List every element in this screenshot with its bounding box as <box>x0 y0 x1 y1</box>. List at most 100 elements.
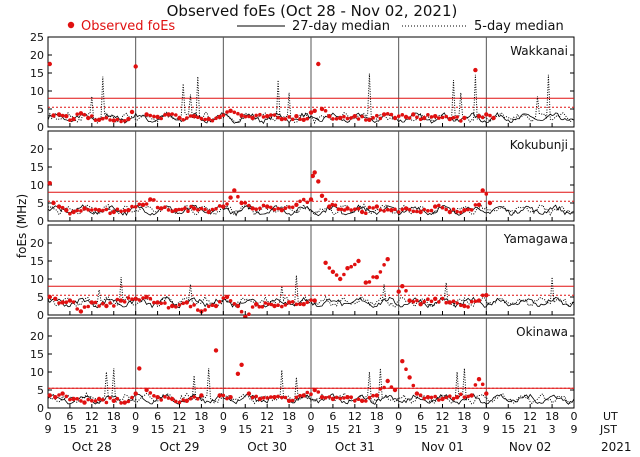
observed-foes-point <box>126 399 131 404</box>
observed-foes-point <box>64 114 69 119</box>
station-panel-wakkanai: 0 5 10 15 20 25 Wakkanai <box>30 31 575 134</box>
observed-foes-point <box>257 396 263 402</box>
observed-foes-point <box>466 207 470 212</box>
jst-axis-label: JST <box>599 423 617 436</box>
observed-foes-point <box>60 300 65 305</box>
observed-foes-point <box>56 204 62 209</box>
observed-foes-point <box>286 300 292 305</box>
observed-foes-point <box>108 211 112 216</box>
observed-foes-point <box>188 396 193 401</box>
observed-foes-point <box>86 304 90 309</box>
y-tick-label: 25 <box>30 31 44 44</box>
observed-foes-point <box>159 116 163 121</box>
observed-foes-point <box>159 301 163 306</box>
observed-foes-point <box>140 202 146 207</box>
y-tick-label: 5 <box>37 197 44 210</box>
observed-foes-point <box>152 198 156 202</box>
observed-foes-point <box>122 300 127 304</box>
x-tick-label-ut: 0 <box>571 410 578 423</box>
observed-foes-point <box>429 115 434 119</box>
date-label: Oct 29 <box>160 440 200 454</box>
observed-foes-point <box>327 395 332 399</box>
observed-foes-point <box>378 116 383 121</box>
observed-foes-point <box>396 289 401 294</box>
observed-foes-point <box>51 113 56 118</box>
observed-foes-point <box>283 117 288 121</box>
observed-foes-point <box>101 116 105 121</box>
observed-foes-point <box>210 303 215 308</box>
observed-foes-point <box>334 395 339 400</box>
observed-foes-point <box>224 294 230 300</box>
observed-foes-point <box>258 112 262 117</box>
observed-foes-point <box>177 207 181 212</box>
observed-foes-point <box>170 209 174 214</box>
observed-foes-point <box>455 209 459 214</box>
observed-foes-point <box>47 181 52 186</box>
observed-foes-point <box>108 396 112 400</box>
observed-foes-point <box>447 209 452 215</box>
observed-foes-point <box>418 117 423 122</box>
observed-foes-point <box>111 209 117 215</box>
observed-foes-point <box>342 114 346 119</box>
observed-foes-point <box>330 202 335 207</box>
observed-foes-point <box>353 262 357 267</box>
observed-foes-point <box>51 200 56 206</box>
observed-foes-point <box>393 207 397 212</box>
observed-foes-point <box>404 367 408 372</box>
observed-foes-point <box>239 362 244 367</box>
observed-foes-point <box>480 188 485 193</box>
x-tick-label-jst: 3 <box>373 423 380 436</box>
observed-foes-point <box>272 207 277 212</box>
observed-foes-point <box>82 113 87 117</box>
observed-foes-point <box>188 304 193 309</box>
x-tick-label-jst: 21 <box>173 423 187 436</box>
observed-foes-point <box>327 204 332 209</box>
observed-foes-point <box>184 300 189 305</box>
observed-foes-point <box>305 300 310 305</box>
observed-foes-point <box>426 297 430 302</box>
observed-foes-point <box>308 110 314 115</box>
observed-foes-point <box>75 112 79 116</box>
observed-foes-point <box>101 208 105 213</box>
x-tick-label-jst: 21 <box>436 423 450 436</box>
x-tick-label-jst: 9 <box>571 423 578 436</box>
observed-foes-point <box>265 396 270 400</box>
observed-foes-point <box>104 303 109 309</box>
observed-foes-point <box>462 303 467 309</box>
observed-foes-point <box>352 114 357 119</box>
observed-foes-point <box>462 395 467 400</box>
x-tick-label-jst: 3 <box>286 423 293 436</box>
observed-foes-point <box>312 387 317 393</box>
observed-foes-point <box>454 395 460 400</box>
observed-foes-point <box>163 301 167 305</box>
observed-foes-point <box>437 203 441 208</box>
observed-foes-point <box>484 192 489 196</box>
observed-foes-point <box>239 309 244 314</box>
observed-foes-point <box>301 302 306 307</box>
observed-foes-point <box>455 115 459 119</box>
observed-foes-point <box>316 390 321 394</box>
observed-foes-point <box>112 304 116 308</box>
observed-foes-point <box>108 301 112 305</box>
observed-foes-point <box>203 117 207 122</box>
observed-foes-point <box>148 391 153 395</box>
observed-foes-point <box>279 116 284 122</box>
station-label: Wakkanai <box>510 44 568 58</box>
x-tick-label-jst: 15 <box>501 423 515 436</box>
observed-foes-point <box>451 396 456 401</box>
observed-foes-point <box>389 208 394 213</box>
observed-foes-point <box>67 298 73 303</box>
observed-foes-point <box>236 194 240 199</box>
y-tick-label: 10 <box>30 366 44 379</box>
observed-foes-point <box>174 399 178 404</box>
observed-foes-point <box>152 394 156 398</box>
observed-foes-point <box>338 276 343 282</box>
x-tick-label-ut: 6 <box>242 410 249 423</box>
observed-foes-point <box>389 112 394 117</box>
observed-foes-point <box>418 393 423 398</box>
observed-foes-point <box>225 110 229 114</box>
observed-foes-point <box>411 112 416 117</box>
x-tick-label-jst: 21 <box>260 423 274 436</box>
observed-foes-point <box>422 207 427 212</box>
